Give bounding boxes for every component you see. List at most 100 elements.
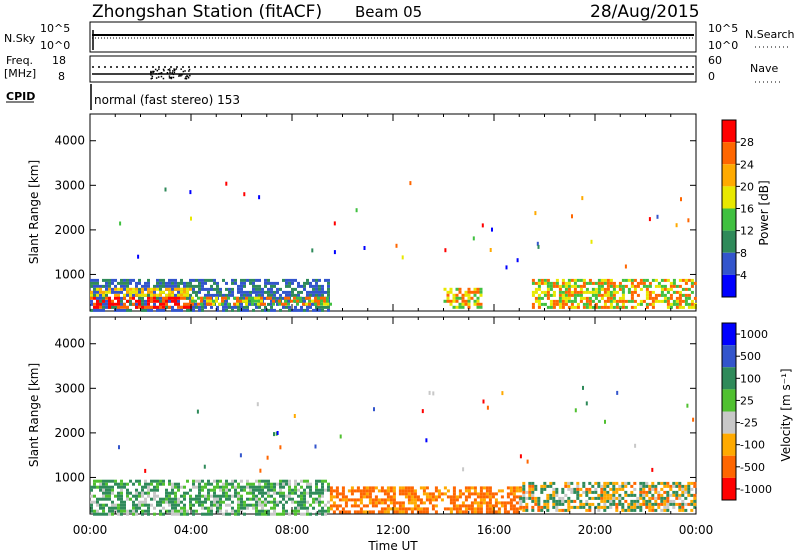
power-data-cell <box>138 287 141 291</box>
velocity-data-cell <box>636 502 640 506</box>
velocity-data-cell <box>108 509 111 513</box>
velocity-data-cell <box>267 479 270 483</box>
velocity-data-cell <box>621 502 625 506</box>
velocity-data-cell <box>279 500 282 504</box>
velocity-data-cell <box>591 496 595 500</box>
power-data-cell <box>243 305 246 309</box>
velocity-scatter-echo <box>486 405 489 410</box>
power-data-cell <box>291 287 294 291</box>
freq-tick-top: 18 <box>52 54 66 67</box>
power-data-cell <box>270 299 273 303</box>
power-data-cell <box>144 293 147 297</box>
velocity-data-cell <box>312 497 315 501</box>
power-data-cell <box>93 284 96 288</box>
power-data-cell <box>543 293 547 297</box>
velocity-data-cell <box>306 485 309 489</box>
power-data-cell <box>269 296 272 300</box>
power-data-cell <box>297 293 300 297</box>
power-data-cell <box>630 281 634 285</box>
power-data-cell <box>141 299 144 303</box>
velocity-data-cell <box>279 485 282 489</box>
velocity-data-cell <box>108 497 111 501</box>
velocity-data-cell <box>666 481 670 485</box>
power-data-cell <box>237 308 240 312</box>
power-data-cell <box>651 302 655 306</box>
velocity-data-cell <box>543 499 547 503</box>
velocity-data-cell <box>630 493 634 497</box>
power-data-cell <box>555 284 559 288</box>
velocity-data-cell <box>537 502 541 506</box>
velocity-data-cell <box>225 482 228 486</box>
velocity-data-cell <box>603 502 607 506</box>
velocity-data-cell <box>597 502 601 506</box>
velocity-data-cell <box>392 501 396 505</box>
velocity-data-cell <box>648 484 652 488</box>
velocity-data-cell <box>383 507 387 511</box>
velocity-data-cell <box>246 506 249 510</box>
power-data-cell <box>120 302 123 306</box>
velocity-data-cell <box>285 509 288 513</box>
velocity-data-cell <box>111 500 114 504</box>
velocity-data-cell <box>392 510 396 514</box>
velocity-data-cell <box>497 510 501 514</box>
power-data-cell <box>657 293 661 297</box>
power-data-cell <box>594 296 598 300</box>
velocity-data-cell <box>180 500 183 504</box>
velocity-data-cell <box>669 484 673 488</box>
power-data-cell <box>612 299 616 303</box>
power-data-cell <box>558 299 562 303</box>
nave-dot <box>152 71 154 74</box>
velocity-data-cell <box>105 479 108 483</box>
power-data-cell <box>264 281 267 285</box>
velocity-data-cell <box>639 493 643 497</box>
power-data-cell <box>612 281 616 285</box>
velocity-data-cell <box>582 481 586 485</box>
power-data-cell <box>216 293 219 297</box>
power-data-cell <box>312 293 315 297</box>
power-data-cell <box>171 290 174 294</box>
power-data-cell <box>561 278 565 282</box>
velocity-data-cell <box>362 489 366 493</box>
velocity-data-cell <box>129 479 132 483</box>
velocity-data-cell <box>177 482 180 486</box>
velocity-data-cell <box>282 506 285 510</box>
velocity-data-cell <box>549 484 553 488</box>
power-data-cell <box>552 293 556 297</box>
power-data-cell <box>684 299 688 303</box>
power-data-cell <box>171 287 174 291</box>
velocity-data-cell <box>549 493 553 497</box>
power-data-cell <box>267 290 270 294</box>
velocity-data-cell <box>234 509 237 513</box>
power-data-cell <box>233 302 236 306</box>
power-data-cell <box>612 296 616 300</box>
power-data-cell <box>200 302 203 306</box>
power-data-cell <box>567 296 571 300</box>
velocity-data-cell <box>195 494 198 498</box>
power-data-cell <box>317 302 320 306</box>
power-data-cell <box>291 293 294 297</box>
velocity-data-cell <box>228 512 231 516</box>
power-data-cell <box>455 299 459 303</box>
velocity-data-cell <box>96 503 99 507</box>
velocity-data-cell <box>309 503 312 507</box>
power-ytick-label: 4000 <box>54 134 85 148</box>
velocity-data-cell <box>561 502 565 506</box>
velocity-data-cell <box>666 490 670 494</box>
power-data-cell <box>126 278 129 282</box>
power-data-cell <box>111 305 114 309</box>
power-data-cell <box>606 278 610 282</box>
power-data-cell <box>207 293 210 297</box>
power-data-cell <box>306 290 309 294</box>
power-data-cell <box>177 308 180 312</box>
power-data-cell <box>147 296 150 300</box>
velocity-data-cell <box>219 500 222 504</box>
velocity-data-cell <box>261 494 264 498</box>
velocity-data-cell <box>395 510 399 514</box>
power-data-cell <box>573 287 577 291</box>
velocity-data-cell <box>315 482 318 486</box>
power-data-cell <box>267 293 270 297</box>
power-data-cell <box>129 287 132 291</box>
power-data-cell <box>168 287 171 291</box>
power-data-cell <box>552 284 556 288</box>
